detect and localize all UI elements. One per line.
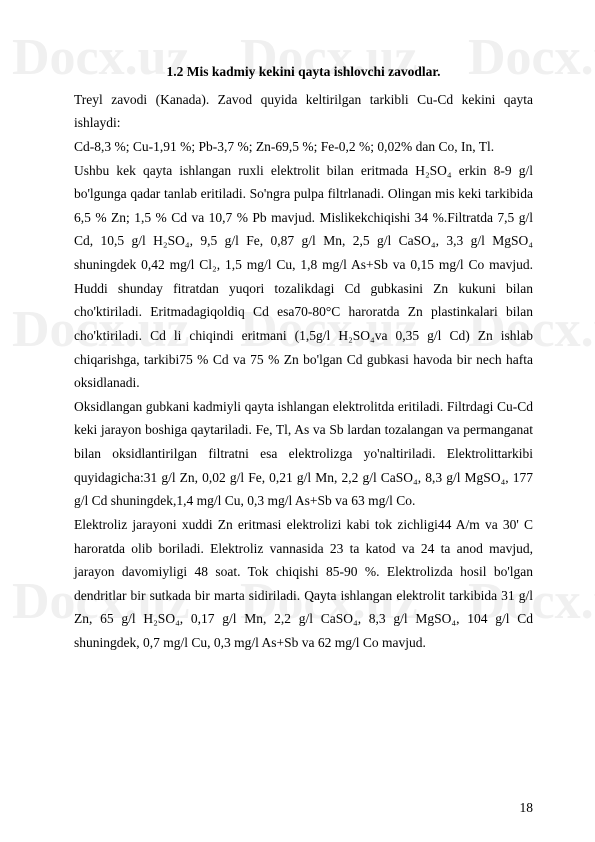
- page-content: 1.2 Mis kadmiy kekini qayta ishlovchi za…: [0, 0, 595, 655]
- page-number: 18: [520, 800, 534, 816]
- paragraph: Oksidlangan gubkani kadmiyli qayta ishla…: [74, 395, 533, 513]
- paragraph: Treyl zavodi (Kanada). Zavod quyida kelt…: [74, 88, 533, 135]
- paragraph: Elektroliz jarayoni xuddi Zn eritmasi el…: [74, 513, 533, 655]
- section-heading: 1.2 Mis kadmiy kekini qayta ishlovchi za…: [74, 60, 533, 84]
- paragraph: Cd-8,3 %; Cu-1,91 %; Pb-3,7 %; Zn-69,5 %…: [74, 135, 533, 159]
- paragraph: Ushbu kek qayta ishlangan ruxli elektrol…: [74, 159, 533, 395]
